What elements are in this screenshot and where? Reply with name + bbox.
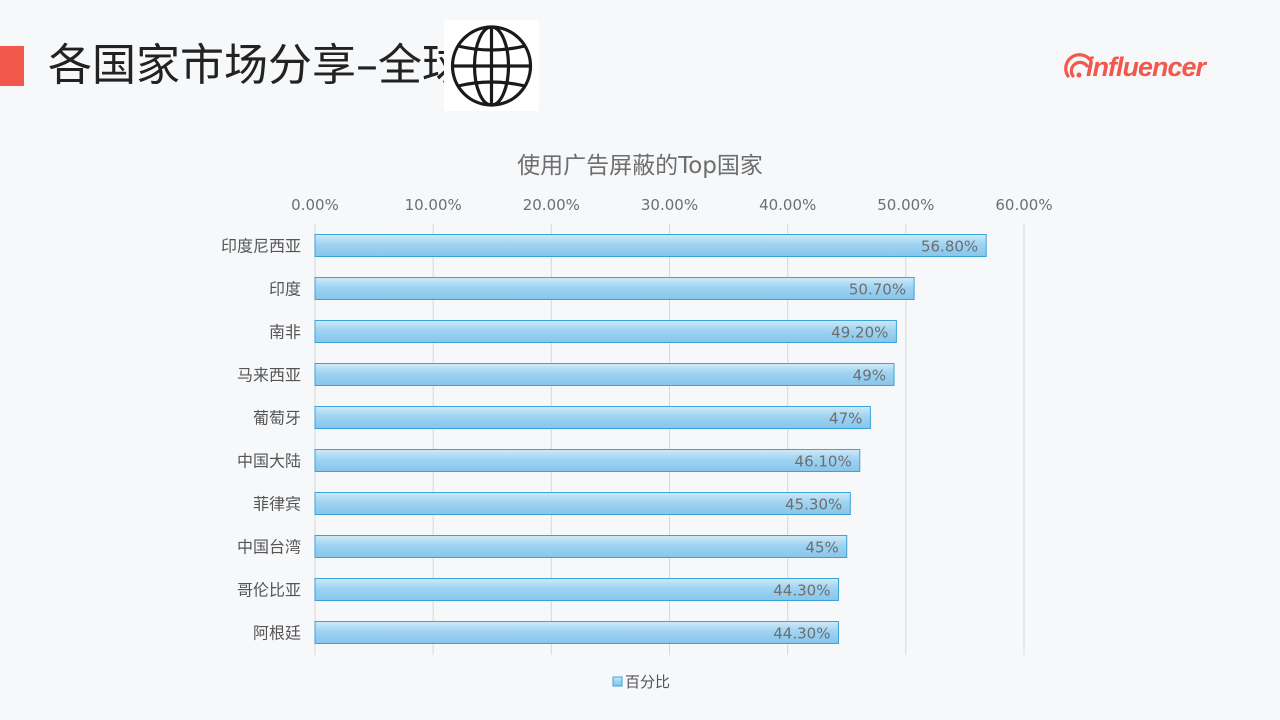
category-label: 印度: [269, 280, 301, 299]
bar: [314, 320, 897, 343]
data-label: 47%: [829, 410, 862, 428]
data-label: 49.20%: [831, 324, 888, 342]
signal-icon: [1064, 53, 1093, 78]
category-label: 马来西亚: [237, 366, 301, 385]
bar: [314, 621, 839, 644]
chart-title: 使用广告屏蔽的Top国家: [517, 153, 763, 179]
data-label: 56.80%: [921, 238, 978, 256]
page-title: 各国家市场分享–全球: [48, 40, 466, 91]
data-label: 44.30%: [773, 582, 830, 600]
bar: [314, 535, 848, 558]
globe-icon: [444, 20, 539, 111]
x-tick-label: 50.00%: [877, 196, 934, 214]
data-label: 50.70%: [849, 281, 906, 299]
bar: [314, 234, 987, 257]
category-label: 印度尼西亚: [221, 237, 301, 256]
influencer-logo: influencer: [1064, 44, 1234, 90]
bar: [314, 449, 861, 472]
category-label: 阿根廷: [253, 624, 301, 643]
legend-label: 百分比: [625, 673, 670, 691]
x-tick-label: 40.00%: [759, 196, 816, 214]
category-label: 菲律宾: [253, 495, 301, 514]
x-tick-label: 20.00%: [523, 196, 580, 214]
bar: [314, 492, 851, 515]
x-tick-label: 0.00%: [291, 196, 339, 214]
data-label: 49%: [853, 367, 886, 385]
x-tick-label: 60.00%: [995, 196, 1052, 214]
category-label: 哥伦比亚: [237, 581, 301, 600]
bar: [314, 363, 895, 386]
data-label: 44.30%: [773, 625, 830, 643]
bar: [314, 277, 915, 300]
legend-swatch: [612, 676, 623, 687]
logo-text: influencer: [1086, 52, 1206, 82]
bar: [314, 406, 871, 429]
data-label: 45%: [805, 539, 838, 557]
category-label: 南非: [269, 323, 301, 342]
title-accent-bar: [0, 46, 24, 86]
category-label: 中国大陆: [237, 452, 301, 471]
data-label: 45.30%: [785, 496, 842, 514]
x-tick-label: 10.00%: [405, 196, 462, 214]
category-label: 葡萄牙: [253, 409, 301, 428]
data-label: 46.10%: [795, 453, 852, 471]
chart-legend: 百分比: [612, 673, 670, 691]
bar: [314, 578, 839, 601]
x-tick-label: 30.00%: [641, 196, 698, 214]
category-label: 中国台湾: [237, 538, 301, 557]
